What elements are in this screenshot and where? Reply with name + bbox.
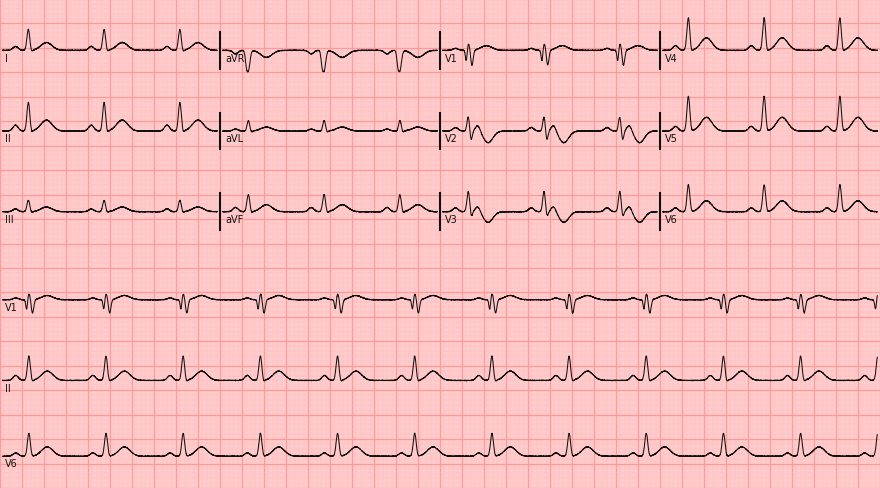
Text: V1: V1 xyxy=(445,54,458,63)
Text: V5: V5 xyxy=(665,134,678,144)
Text: III: III xyxy=(5,215,14,224)
Text: II: II xyxy=(5,134,11,144)
Text: V6: V6 xyxy=(5,459,18,468)
Text: V2: V2 xyxy=(445,134,458,144)
Text: V1: V1 xyxy=(5,303,18,312)
Text: V6: V6 xyxy=(665,215,678,224)
Text: aVR: aVR xyxy=(225,54,245,63)
Text: II: II xyxy=(5,383,11,393)
Text: aVF: aVF xyxy=(225,215,244,224)
Text: V3: V3 xyxy=(445,215,458,224)
Text: aVL: aVL xyxy=(225,134,244,144)
Text: I: I xyxy=(5,54,8,63)
Text: V4: V4 xyxy=(665,54,678,63)
